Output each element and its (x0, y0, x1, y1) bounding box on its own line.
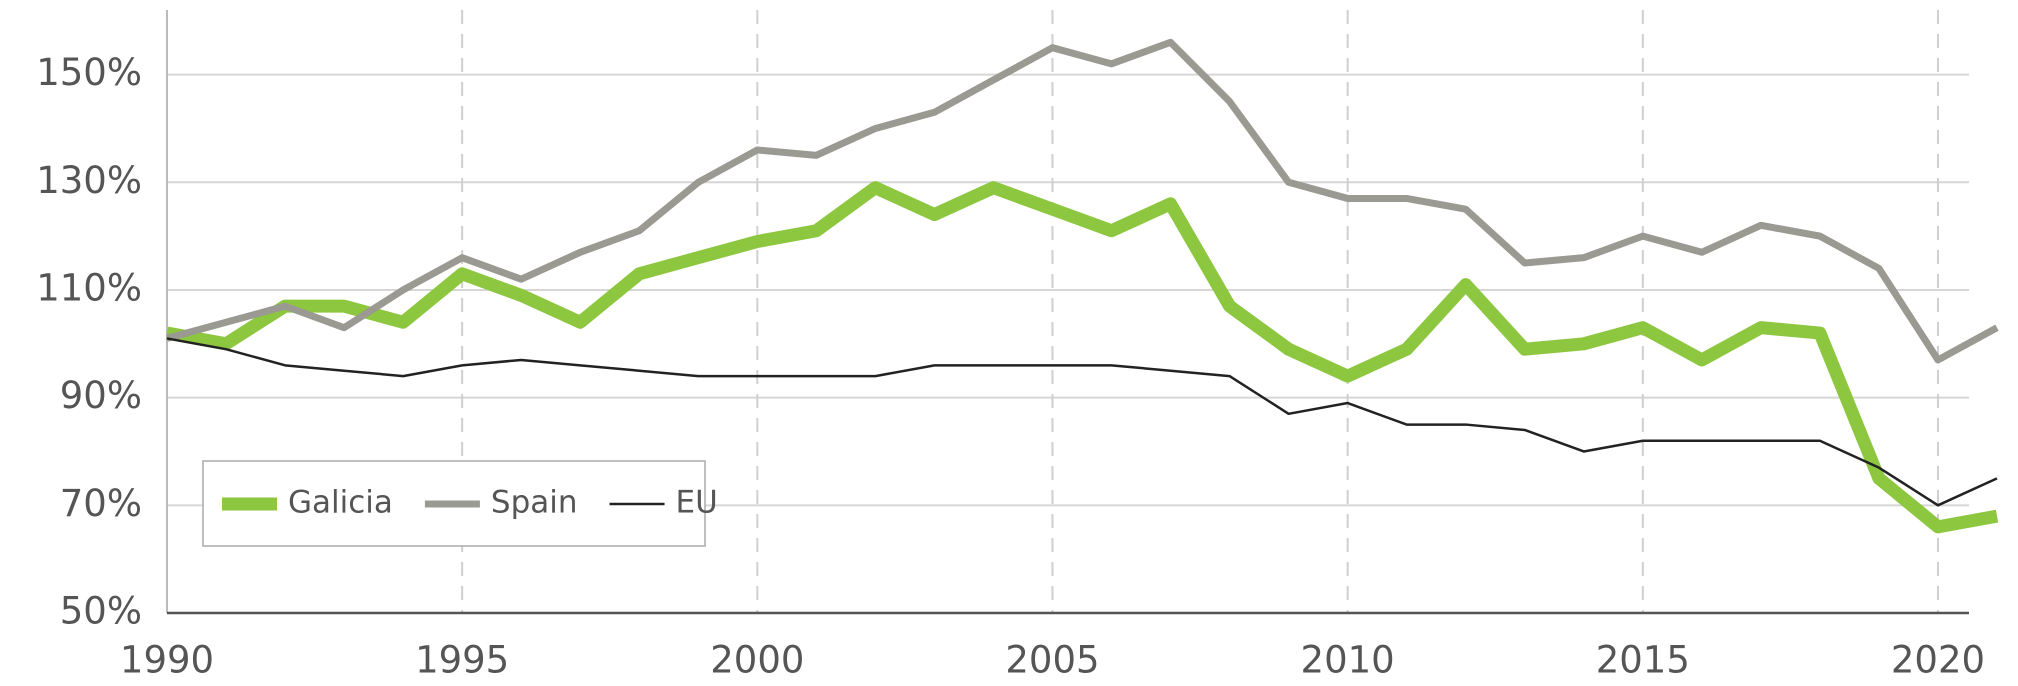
x-tick-label: 2005 (1005, 639, 1099, 682)
y-tick-label: 130% (36, 159, 142, 202)
x-tick-label: 2015 (1596, 639, 1690, 682)
x-tick-label: 1995 (415, 639, 509, 682)
y-tick-label: 110% (36, 266, 142, 309)
y-tick-label: 90% (60, 374, 142, 417)
x-tick-label: 1990 (120, 639, 214, 682)
y-tick-label: 150% (36, 51, 142, 94)
x-tick-label: 2010 (1301, 639, 1395, 682)
series-line (166, 337, 1998, 507)
legend-label: Galicia (288, 485, 393, 521)
series-line (166, 38, 1999, 364)
legend: Galicia Spain EU (202, 460, 718, 547)
y-tick-label: 50% (60, 590, 142, 633)
x-tick-label: 2020 (1891, 639, 1985, 682)
y-tick-label: 70% (60, 482, 142, 525)
series-line (165, 181, 1999, 534)
legend-label: Spain (491, 485, 578, 521)
legend-label: EU (676, 485, 718, 521)
x-tick-label: 2000 (710, 639, 804, 682)
